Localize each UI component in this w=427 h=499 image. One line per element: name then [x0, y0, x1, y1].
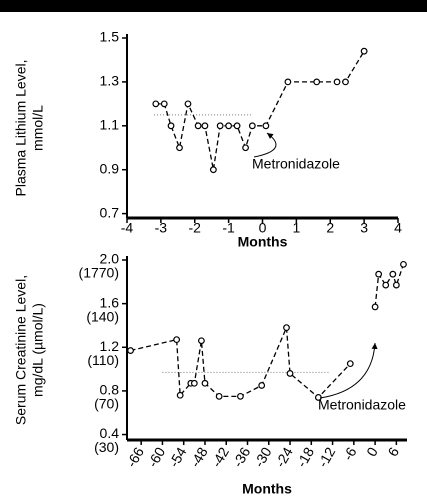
data-point	[167, 122, 175, 130]
data-point	[184, 100, 192, 108]
data-point	[346, 360, 354, 368]
x-tick-label: -18	[293, 444, 317, 470]
data-point	[242, 144, 249, 152]
data-point	[225, 122, 233, 130]
y-tick-sublabel: (70)	[94, 396, 119, 412]
y-tick-label: 0.4	[100, 425, 120, 441]
y-tick-label: 0.9	[100, 160, 120, 176]
data-point	[216, 122, 224, 130]
x-tick-label: 3	[360, 220, 368, 236]
x-tick-label: -4	[121, 220, 134, 236]
data-point	[176, 391, 184, 399]
y-tick-label: 0.8	[100, 382, 120, 398]
x-tick-label: -6	[340, 444, 360, 463]
x-tick-label: 0	[259, 220, 267, 236]
x-tick-label: -3	[155, 220, 168, 236]
y-tick-label: 0.7	[100, 204, 120, 220]
data-point	[209, 166, 217, 174]
y-tick-label: 1.3	[100, 73, 120, 89]
x-tick-label: -36	[229, 444, 253, 470]
data-point	[160, 100, 168, 108]
x-tick-label: -60	[144, 444, 168, 470]
y-tick-label: 2.0	[100, 251, 120, 267]
data-point	[233, 122, 241, 130]
x-tick-label: -54	[166, 444, 190, 470]
data-point	[198, 337, 205, 345]
data-point	[313, 78, 321, 86]
x-tick-label: 0	[363, 444, 381, 459]
annotation-arrow	[253, 132, 277, 158]
x-tick-label: 4	[394, 220, 402, 236]
y-tick-label: 1.1	[100, 117, 120, 133]
data-point	[201, 379, 209, 387]
y-tick-sublabel: (140)	[86, 308, 119, 324]
top-bar	[0, 0, 427, 12]
x-tick-label: -24	[272, 444, 296, 470]
y-tick-label: 1.5	[100, 29, 120, 45]
x-tick-label: -66	[123, 444, 147, 470]
x-axis-label: Months	[242, 481, 292, 497]
data-point	[258, 382, 266, 389]
data-point	[127, 347, 134, 354]
y-tick-label: 1.6	[100, 294, 120, 310]
annotation-arrow	[319, 342, 378, 399]
x-tick-label: -12	[314, 444, 338, 470]
series-line	[155, 50, 365, 170]
series-line	[130, 327, 351, 399]
data-point	[342, 78, 349, 86]
data-point	[284, 78, 292, 86]
x-tick-label: -30	[251, 444, 275, 470]
data-point	[392, 281, 400, 289]
y-axis-label: Plasma Lithium Level,mmol/L	[12, 60, 45, 197]
data-point	[371, 303, 379, 311]
data-point	[283, 324, 290, 332]
data-point	[400, 260, 407, 268]
data-point	[248, 122, 256, 130]
data-point	[262, 122, 270, 130]
data-point	[194, 122, 202, 130]
x-tick-label: 1	[292, 220, 300, 236]
data-point	[389, 270, 397, 278]
annotation: Metronidazole	[318, 397, 406, 413]
data-point	[375, 270, 383, 278]
y-tick-sublabel: (30)	[94, 439, 119, 455]
x-tick-label: -1	[222, 220, 235, 236]
data-point	[333, 78, 341, 86]
data-point	[360, 47, 368, 55]
data-point	[237, 392, 244, 400]
data-point	[215, 392, 223, 400]
x-tick-label: -2	[189, 220, 202, 236]
data-point	[152, 100, 160, 108]
y-tick-sublabel: (1770)	[79, 265, 119, 281]
y-axis-label: Serum Creatinine Level,mg/dL (µmol/L)	[12, 275, 45, 425]
data-point	[173, 336, 181, 344]
y-tick-label: 1.2	[100, 338, 120, 354]
series-line	[374, 264, 405, 307]
annotation: Metronidazole	[252, 156, 340, 172]
y-tick-sublabel: (110)	[87, 352, 119, 368]
data-point	[382, 281, 390, 289]
x-axis-label: Months	[238, 234, 288, 250]
data-point	[201, 122, 209, 130]
data-point	[286, 370, 294, 377]
data-point	[190, 379, 198, 387]
x-tick-label: -42	[208, 444, 232, 470]
x-tick-label: 6	[384, 444, 402, 459]
x-tick-label: 2	[326, 220, 334, 236]
data-point	[176, 144, 183, 152]
x-tick-label: -48	[187, 444, 211, 470]
